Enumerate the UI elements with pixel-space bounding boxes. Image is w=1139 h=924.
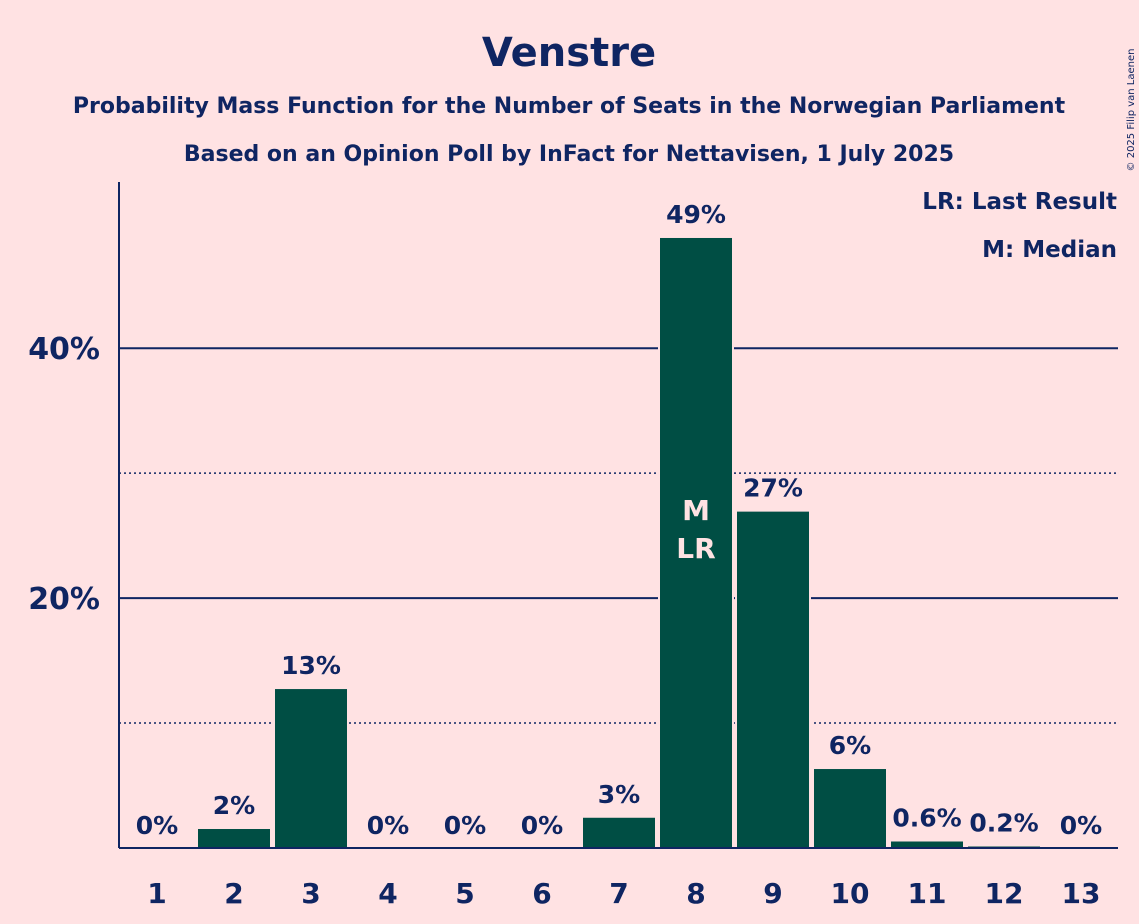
- value-label-seats-3: 13%: [281, 651, 341, 680]
- y-tick-label: 40%: [28, 332, 100, 367]
- chart-title: Venstre: [482, 30, 656, 76]
- value-labels: 0% 2% 13% 0% 0% 0% 3% 49% M LR 27% 6% 0.6% 0.2% 0%: [136, 200, 1102, 840]
- bar-seats-10: [812, 767, 888, 850]
- bars: [196, 235, 1042, 850]
- value-label-seats-9: 27%: [743, 474, 803, 503]
- value-label-seats-4: 0%: [367, 811, 409, 840]
- bar-seats-2: [196, 827, 272, 850]
- value-label-seats-12: 0.2%: [969, 809, 1038, 838]
- x-tick-label: 2: [224, 877, 243, 910]
- x-tick-label: 10: [831, 877, 870, 910]
- legend-median: M: Median: [982, 237, 1117, 263]
- x-tick-label: 13: [1062, 877, 1101, 910]
- last-result-marker: LR: [676, 532, 715, 565]
- value-label-seats-8: 49%: [666, 200, 726, 229]
- bar-seats-8: [658, 235, 734, 849]
- x-tick-label: 5: [455, 877, 474, 910]
- chart-source-subtitle: Based on an Opinion Poll by InFact for N…: [184, 142, 954, 167]
- value-label-seats-6: 0%: [521, 811, 563, 840]
- copyright-notice: © 2025 Filip van Laenen: [1126, 49, 1137, 172]
- value-label-seats-5: 0%: [444, 811, 486, 840]
- value-label-seats-1: 0%: [136, 811, 178, 840]
- bar-seats-7: [581, 815, 657, 849]
- x-tick-label: 7: [609, 877, 628, 910]
- x-tick-label: 9: [763, 877, 782, 910]
- x-axis-tick-labels: 1 2 3 4 5 6 7 8 9 10 11 12 13: [147, 877, 1100, 910]
- value-label-seats-10: 6%: [829, 731, 871, 760]
- x-tick-label: 11: [908, 877, 947, 910]
- value-label-seats-2: 2%: [213, 791, 255, 820]
- median-marker: M: [682, 494, 710, 527]
- bar-seats-3: [273, 687, 349, 850]
- x-tick-label: 6: [532, 877, 551, 910]
- y-tick-label: 20%: [28, 582, 100, 617]
- x-tick-label: 1: [147, 877, 166, 910]
- y-axis-tick-labels: 20% 40%: [28, 332, 100, 617]
- x-tick-label: 3: [301, 877, 320, 910]
- x-tick-label: 8: [686, 877, 705, 910]
- value-label-seats-13: 0%: [1060, 811, 1102, 840]
- value-label-seats-7: 3%: [598, 780, 640, 809]
- gridlines: [119, 347, 1118, 724]
- x-tick-label: 12: [985, 877, 1024, 910]
- value-label-seats-11: 0.6%: [892, 804, 961, 833]
- bar-seats-11: [889, 839, 965, 849]
- legend-last-result: LR: Last Result: [922, 189, 1117, 215]
- chart-subtitle: Probability Mass Function for the Number…: [73, 94, 1066, 119]
- x-tick-label: 4: [378, 877, 397, 910]
- bar-seats-9: [735, 509, 811, 849]
